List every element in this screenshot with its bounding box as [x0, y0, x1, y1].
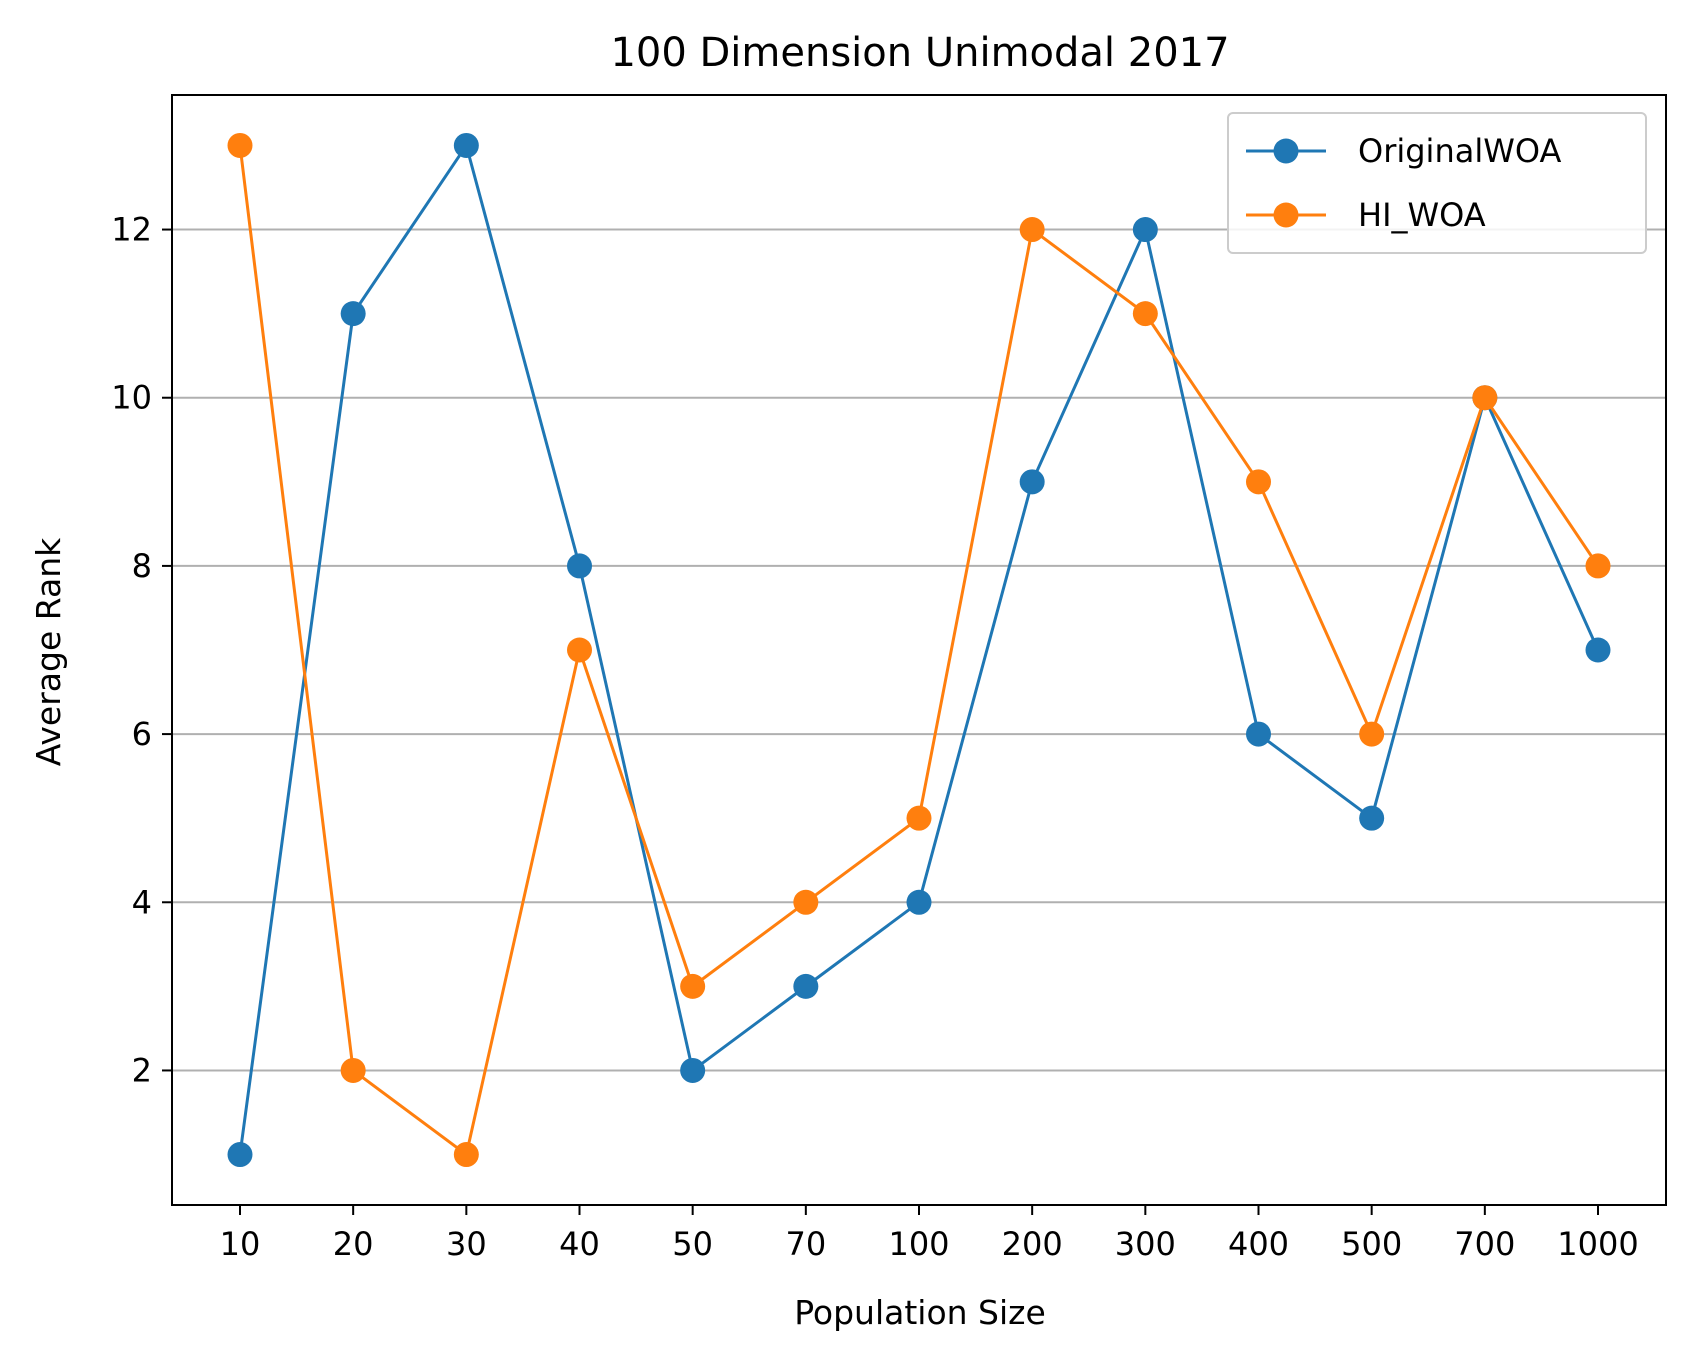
x-tick-label: 400 — [1228, 1225, 1289, 1263]
x-tick-label: 10 — [220, 1225, 261, 1263]
legend-box — [1227, 112, 1647, 254]
data-point-originalwoa — [227, 1142, 253, 1168]
x-tick-label: 700 — [1454, 1225, 1515, 1263]
chart-title: 100 Dimension Unimodal 2017 — [610, 30, 1229, 76]
data-point-hi-woa — [1019, 217, 1045, 243]
legend-marker-hi-woa — [1273, 202, 1299, 228]
data-point-hi-woa — [1246, 469, 1271, 495]
legend: OriginalWOA HI_WOA — [1227, 112, 1647, 254]
x-tick-label: 20 — [333, 1225, 374, 1263]
x-tick-label: 40 — [559, 1225, 600, 1263]
data-point-hi-woa — [1585, 553, 1611, 579]
y-axis-title: Average Rank — [29, 537, 68, 766]
x-tick-label: 70 — [785, 1225, 826, 1263]
data-point-hi-woa — [340, 1057, 366, 1083]
y-tick-label: 12 — [111, 211, 152, 249]
data-point-hi-woa — [680, 973, 706, 999]
y-tick-label: 8 — [132, 547, 152, 585]
data-point-hi-woa — [227, 132, 253, 158]
x-tick-label: 30 — [446, 1225, 487, 1263]
y-tick-label: 4 — [132, 883, 152, 921]
legend-label-hi-woa: HI_WOA — [1358, 196, 1486, 234]
data-point-hi-woa — [1132, 301, 1158, 327]
legend-marker-originalwoa — [1273, 138, 1299, 164]
legend-label-originalwoa: OriginalWOA — [1358, 132, 1561, 170]
y-tick-label: 10 — [111, 379, 152, 417]
data-point-originalwoa — [793, 973, 819, 999]
y-tick-label: 2 — [132, 1051, 152, 1089]
data-point-originalwoa — [680, 1057, 706, 1083]
data-point-originalwoa — [1585, 637, 1611, 663]
data-point-hi-woa — [1359, 721, 1385, 747]
y-tick-label: 6 — [132, 715, 152, 753]
data-point-originalwoa — [906, 889, 932, 915]
series-originalwoa — [227, 132, 1611, 1168]
data-point-hi-woa — [1472, 385, 1498, 411]
x-tick-label: 200 — [1002, 1225, 1063, 1263]
data-point-originalwoa — [1132, 217, 1158, 243]
series-hi-woa — [227, 132, 1611, 1168]
data-point-originalwoa — [453, 132, 479, 158]
x-tick-label: 1000 — [1557, 1225, 1638, 1263]
axes: 2 4 6 8 10 12 10 20 30 40 50 70 100 200 300 400 500 700 10… — [111, 211, 1638, 1263]
data-point-originalwoa — [340, 301, 366, 327]
x-tick-label: 300 — [1115, 1225, 1176, 1263]
data-point-originalwoa — [1359, 805, 1385, 831]
data-point-originalwoa — [567, 553, 592, 579]
x-tick-label: 500 — [1341, 1225, 1402, 1263]
data-point-originalwoa — [1019, 469, 1045, 495]
data-point-hi-woa — [567, 637, 592, 663]
data-point-originalwoa — [1246, 721, 1271, 747]
data-point-hi-woa — [906, 805, 932, 831]
series-layer — [227, 132, 1611, 1168]
data-point-hi-woa — [793, 889, 819, 915]
x-tick-label: 100 — [888, 1225, 949, 1263]
x-tick-label: 50 — [672, 1225, 713, 1263]
x-axis-title: Population Size — [794, 1293, 1046, 1332]
data-point-hi-woa — [453, 1142, 479, 1168]
